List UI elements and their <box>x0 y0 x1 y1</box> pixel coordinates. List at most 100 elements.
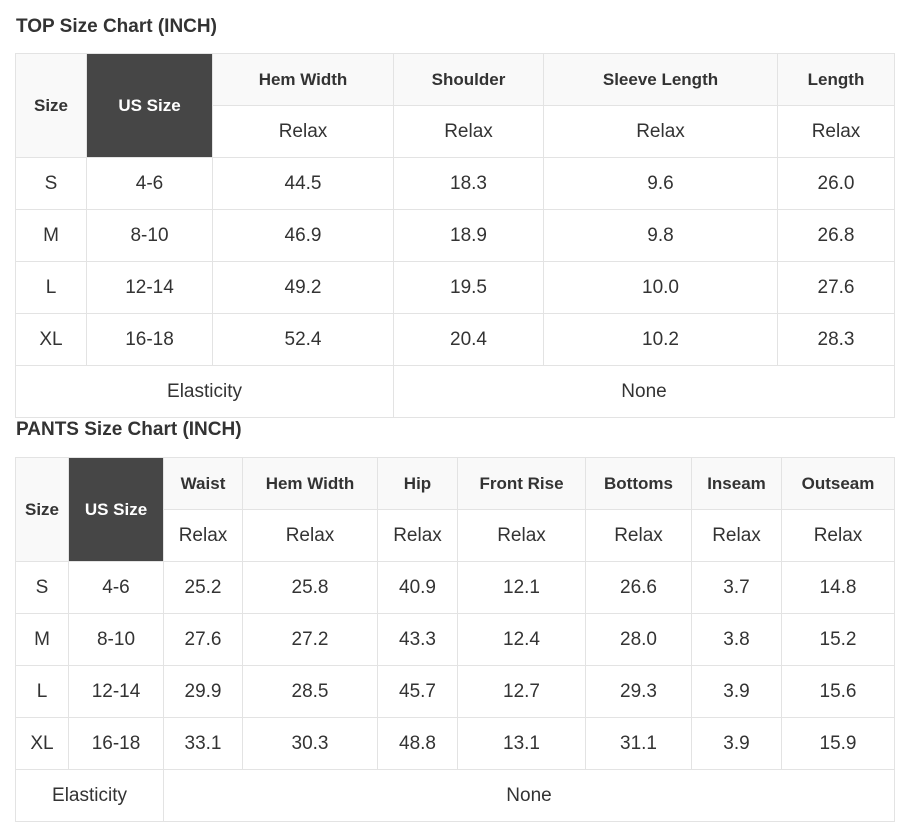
table-cell: M <box>15 209 87 262</box>
table-cell: S <box>15 157 87 210</box>
header-row: Size US Size Hem Width Shoulder Sleeve Lengt… <box>15 53 895 158</box>
table-cell: 43.3 <box>377 613 458 666</box>
us-size-header: US Size <box>68 457 164 562</box>
table-cell: 46.9 <box>212 209 394 262</box>
size-header: Size <box>15 457 69 562</box>
table-cell: 8-10 <box>68 613 164 666</box>
table-cell: 14.8 <box>781 561 895 614</box>
table-row: XL 16-18 33.1 30.3 48.8 13.1 31.1 3.9 15.9 <box>15 717 895 770</box>
table-cell: 8-10 <box>86 209 213 262</box>
fit-label: Relax <box>377 509 458 562</box>
elasticity-value: None <box>393 365 895 418</box>
table-cell: 12-14 <box>68 665 164 718</box>
table-cell: 29.9 <box>163 665 243 718</box>
measure-header: Front Rise <box>457 457 586 510</box>
table-cell: 15.9 <box>781 717 895 770</box>
measure-header: Length <box>777 53 895 106</box>
header-row: Size US Size Waist Hem Width Hip Front Rise Bo… <box>15 457 895 562</box>
measure-header: Bottoms <box>585 457 692 510</box>
table-cell: 12.1 <box>457 561 586 614</box>
pants-size-chart-title: PANTS Size Chart (INCH) <box>16 419 242 440</box>
table-cell: L <box>15 261 87 314</box>
table-cell: 3.9 <box>691 717 782 770</box>
table-cell: 16-18 <box>86 313 213 366</box>
table-cell: 26.8 <box>777 209 895 262</box>
elasticity-label: Elasticity <box>15 769 164 822</box>
table-cell: 18.9 <box>393 209 544 262</box>
table-cell: 15.2 <box>781 613 895 666</box>
table-cell: XL <box>15 313 87 366</box>
table-cell: 27.2 <box>242 613 378 666</box>
table-cell: 3.8 <box>691 613 782 666</box>
fit-label: Relax <box>242 509 378 562</box>
size-header: Size <box>15 53 87 158</box>
fit-row: Relax Relax Relax Relax Relax Relax Relax <box>16 509 895 562</box>
measure-header: Hem Width <box>242 457 378 510</box>
table-cell: 45.7 <box>377 665 458 718</box>
table-cell: 28.0 <box>585 613 692 666</box>
measure-header: Shoulder <box>393 53 544 106</box>
table-cell: 48.8 <box>377 717 458 770</box>
table-row: M 8-10 27.6 27.2 43.3 12.4 28.0 3.8 15.2 <box>15 613 895 666</box>
measure-header: Outseam <box>781 457 895 510</box>
table-cell: 10.0 <box>543 261 778 314</box>
table-cell: 28.5 <box>242 665 378 718</box>
fit-label: Relax <box>777 105 895 158</box>
table-cell: 13.1 <box>457 717 586 770</box>
measure-header: Waist <box>163 457 243 510</box>
table-cell: 9.6 <box>543 157 778 210</box>
table-cell: 26.0 <box>777 157 895 210</box>
table-cell: 30.3 <box>242 717 378 770</box>
table-cell: 19.5 <box>393 261 544 314</box>
table-cell: 18.3 <box>393 157 544 210</box>
table-cell: 49.2 <box>212 261 394 314</box>
table-cell: 29.3 <box>585 665 692 718</box>
table-cell: 33.1 <box>163 717 243 770</box>
table-cell: 44.5 <box>212 157 394 210</box>
table-cell: XL <box>15 717 69 770</box>
table-cell: 28.3 <box>777 313 895 366</box>
table-cell: S <box>15 561 69 614</box>
table-cell: 4-6 <box>86 157 213 210</box>
table-cell: 25.8 <box>242 561 378 614</box>
table-cell: 27.6 <box>163 613 243 666</box>
table-cell: 10.2 <box>543 313 778 366</box>
elasticity-row: Elasticity None <box>15 365 895 418</box>
table-row: M 8-10 46.9 18.9 9.8 26.8 <box>15 209 895 262</box>
table-row: S 4-6 25.2 25.8 40.9 12.1 26.6 3.7 14.8 <box>15 561 895 614</box>
top-size-table: Size US Size Hem Width Shoulder Sleeve Lengt… <box>15 53 895 418</box>
table-cell: 4-6 <box>68 561 164 614</box>
elasticity-label: Elasticity <box>15 365 394 418</box>
fit-label: Relax <box>212 105 394 158</box>
fit-label: Relax <box>163 509 243 562</box>
table-row: L 12-14 29.9 28.5 45.7 12.7 29.3 3.9 15.6 <box>15 665 895 718</box>
table-row: L 12-14 49.2 19.5 10.0 27.6 <box>15 261 895 314</box>
fit-row: Relax Relax Relax Relax <box>16 105 895 158</box>
measure-header: Hem Width <box>212 53 394 106</box>
table-cell: M <box>15 613 69 666</box>
table-cell: 15.6 <box>781 665 895 718</box>
fit-label: Relax <box>457 509 586 562</box>
table-cell: 27.6 <box>777 261 895 314</box>
table-cell: 16-18 <box>68 717 164 770</box>
elasticity-row: Elasticity None <box>15 769 895 822</box>
measure-header: Hip <box>377 457 458 510</box>
fit-label: Relax <box>393 105 544 158</box>
table-cell: 12.4 <box>457 613 586 666</box>
table-row: S 4-6 44.5 18.3 9.6 26.0 <box>15 157 895 210</box>
table-cell: 3.7 <box>691 561 782 614</box>
fit-label: Relax <box>691 509 782 562</box>
table-cell: 52.4 <box>212 313 394 366</box>
table-cell: 26.6 <box>585 561 692 614</box>
table-cell: 12-14 <box>86 261 213 314</box>
table-row: XL 16-18 52.4 20.4 10.2 28.3 <box>15 313 895 366</box>
table-cell: 12.7 <box>457 665 586 718</box>
pants-size-table: Size US Size Waist Hem Width Hip Front Rise Bo… <box>15 457 895 822</box>
fit-label: Relax <box>585 509 692 562</box>
us-size-header: US Size <box>86 53 213 158</box>
fit-label: Relax <box>543 105 778 158</box>
table-cell: 25.2 <box>163 561 243 614</box>
table-cell: 3.9 <box>691 665 782 718</box>
table-cell: L <box>15 665 69 718</box>
fit-label: Relax <box>781 509 895 562</box>
